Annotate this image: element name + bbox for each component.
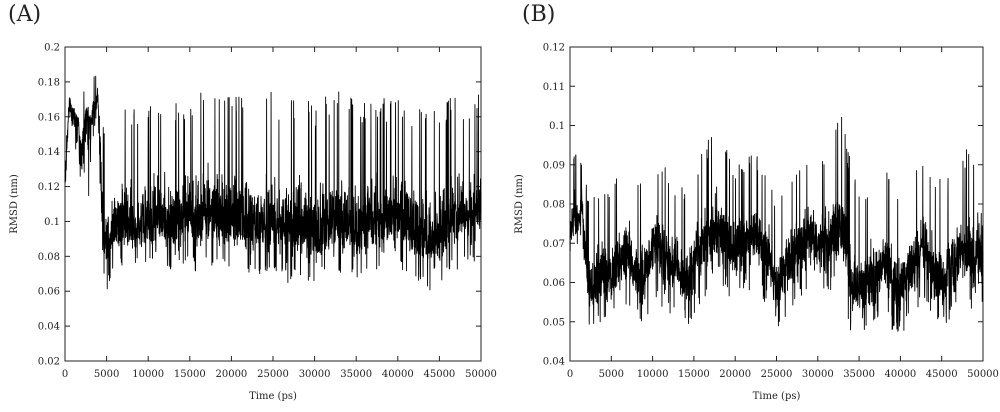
panel-label-b: (B)	[522, 2, 556, 27]
x-axis-label: Time (ps)	[249, 391, 297, 402]
rmsd-series-line-a	[64, 75, 482, 291]
x-tick-label: 5000	[599, 369, 624, 380]
x-tick-label: 15000	[174, 369, 206, 380]
x-tick-label: 35000	[340, 369, 372, 380]
x-tick-label: 45000	[926, 369, 958, 380]
y-tick-label: 0.11	[543, 82, 565, 93]
x-tick-label: 15000	[678, 369, 710, 380]
x-tick-label: 35000	[843, 369, 875, 380]
y-tick-label: 0.02	[38, 357, 60, 368]
y-axis-label: RMSD (nm)	[9, 174, 20, 234]
rmsd-chart-a: 0.02 0.04 0.06 0.08 0.1 0.12 0.14 0.16 0.18 0.2 0 5…	[9, 43, 497, 403]
rmsd-chart-b: 0.04 0.05 0.06 0.07 0.08 0.09 0.1 0.11 0.12 0 5000…	[514, 43, 999, 403]
y-tick-label: 0.06	[543, 278, 565, 289]
y-tick-label: 0.1	[549, 121, 565, 132]
chart-panel-a: (A) 0.02 0.04 0.06 0.08 0.1 0.12 0.14 0.16 0.18 0…	[8, 2, 497, 403]
y-tick-label: 0.04	[543, 357, 565, 368]
y-tick-label: 0.07	[543, 239, 565, 250]
x-tick-label: 45000	[423, 369, 455, 380]
x-tick-label: 20000	[719, 369, 751, 380]
y-tick-label: 0.06	[38, 287, 60, 298]
y-tick-label: 0.12	[38, 182, 60, 193]
x-tick-label: 30000	[299, 369, 331, 380]
y-tick-label: 0.16	[38, 112, 60, 123]
x-tick-label: 50000	[465, 369, 497, 380]
y-tick-label: 0.08	[543, 200, 565, 211]
y-tick-label: 0.05	[543, 317, 565, 328]
y-tick-label: 0.12	[543, 43, 565, 54]
x-tick-label: 5000	[94, 369, 119, 380]
y-tick-label: 0.1	[44, 217, 60, 228]
x-tick-label: 40000	[884, 369, 916, 380]
panel-label-a: (A)	[8, 2, 42, 27]
y-tick-label: 0.18	[38, 77, 60, 88]
x-axis-label: Time (ps)	[753, 391, 801, 402]
y-tick-label: 0.04	[38, 322, 60, 333]
y-tick-label: 0.09	[543, 160, 565, 171]
y-tick-label: 0.2	[44, 43, 60, 54]
x-tick-label: 50000	[967, 369, 999, 380]
y-tick-label: 0.08	[38, 252, 60, 263]
x-tick-label: 0	[567, 369, 573, 380]
x-tick-label: 10000	[132, 369, 164, 380]
x-tick-label: 30000	[802, 369, 834, 380]
rmsd-series-line-b	[569, 116, 984, 332]
x-tick-label: 20000	[215, 369, 247, 380]
x-tick-label: 0	[62, 369, 68, 380]
plot-frame-b	[569, 46, 984, 362]
x-tick-label: 10000	[637, 369, 669, 380]
chart-panel-b: (B) 0.04 0.05 0.06 0.07 0.08 0.09 0.1 0.11 0.12 0…	[500, 0, 1000, 412]
y-axis-label: RMSD (nm)	[514, 174, 525, 234]
y-tick-label: 0.14	[38, 147, 60, 158]
x-tick-label: 25000	[257, 369, 289, 380]
x-tick-label: 40000	[382, 369, 414, 380]
x-tick-label: 25000	[761, 369, 793, 380]
